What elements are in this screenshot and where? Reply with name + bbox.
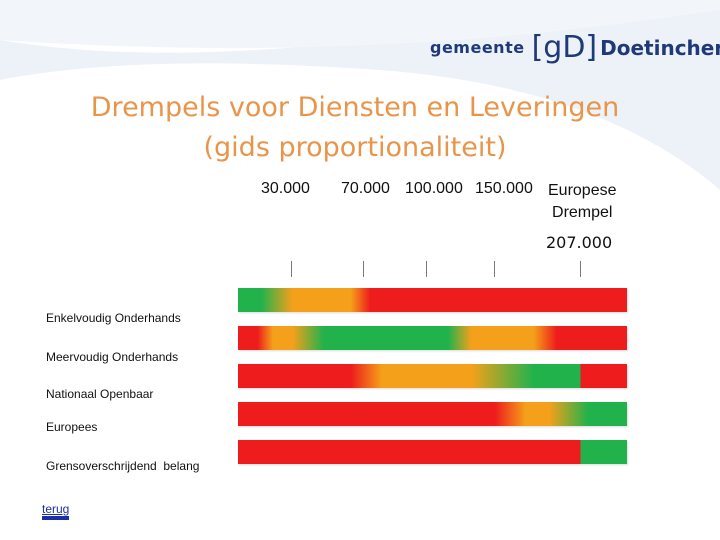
tick-mark (426, 261, 427, 277)
title-line-2: (gids proportionaliteit) (203, 132, 507, 163)
tick-mark (494, 261, 495, 277)
european-label-line-1: Europese (548, 182, 617, 199)
tick-label-100000: 100.000 (405, 180, 463, 197)
logo-prefix: gemeente (430, 38, 525, 57)
row-label-nationaal: Nationaal Openbaar (46, 387, 154, 401)
european-threshold-value: 207.000 (546, 233, 613, 252)
tick-mark (291, 261, 292, 277)
european-label-line-2: Drempel (552, 204, 613, 221)
threshold-bar-meervoudig (238, 326, 627, 350)
tick-label-30000: 30.000 (261, 180, 310, 197)
row-label-grensoverschrijdend: Grensoverschrijdend belang (46, 459, 200, 473)
page-title: Drempels voor Diensten en Leveringen (gi… (0, 88, 710, 168)
back-link[interactable]: terug (42, 502, 70, 520)
row-label-meervoudig: Meervoudig Onderhands (46, 350, 179, 364)
threshold-bar-nationaal (238, 364, 627, 388)
logo-city: Doetinchem (600, 35, 720, 60)
tick-label-150000: 150.000 (475, 180, 533, 197)
logo-mark: [gD] (531, 30, 598, 65)
european-threshold-label: Europese Drempel (548, 180, 617, 224)
title-line-1: Drempels voor Diensten en Leveringen (90, 92, 620, 123)
row-label-enkelvoudig: Enkelvoudig Onderhands (46, 311, 181, 325)
tick-mark (363, 261, 364, 277)
row-label-europees: Europees (46, 420, 98, 434)
threshold-bar-enkelvoudig (238, 288, 627, 312)
tick-label-70000: 70.000 (341, 180, 390, 197)
threshold-bar-europees (238, 402, 627, 426)
logo: gemeente [gD] Doetinchem (430, 30, 720, 65)
threshold-bar-grensoverschrijdend (238, 440, 627, 464)
tick-mark (580, 261, 581, 277)
